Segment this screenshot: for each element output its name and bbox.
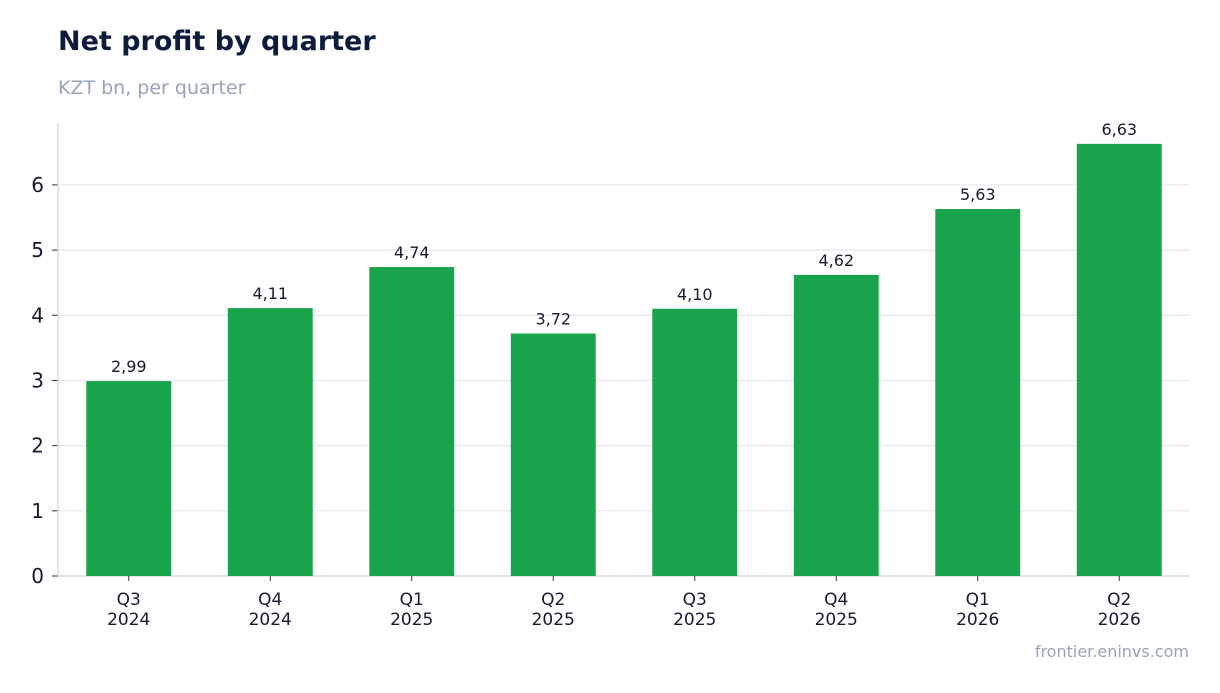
- x-tick-label-quarter: Q4: [258, 590, 282, 610]
- bar-value-label: 3,72: [535, 310, 571, 329]
- x-tick-label-quarter: Q2: [541, 590, 565, 610]
- bar: [86, 381, 172, 576]
- x-tick-label-year: 2026: [956, 610, 999, 630]
- x-tick-label-year: 2025: [390, 610, 433, 630]
- bars: [86, 143, 1162, 577]
- bar-value-label: 4,62: [818, 251, 854, 270]
- bar-value-label: 5,63: [960, 185, 996, 204]
- x-tick-label-quarter: Q4: [824, 590, 848, 610]
- y-tick-label: 4: [31, 303, 44, 327]
- y-tick-label: 1: [31, 499, 44, 523]
- bar-value-label: 6,63: [1101, 120, 1137, 139]
- bar-value-label: 4,11: [252, 284, 288, 303]
- x-tick-label-year: 2026: [1098, 610, 1141, 630]
- y-tick-label: 2: [31, 434, 44, 458]
- x-tick-label-quarter: Q3: [117, 590, 141, 610]
- y-tick-label: 0: [31, 564, 44, 588]
- bar: [369, 267, 455, 576]
- y-tick-label: 3: [31, 368, 44, 392]
- bar-value-label: 4,74: [394, 243, 430, 262]
- x-tick-label-quarter: Q2: [1107, 590, 1131, 610]
- x-tick-label-year: 2025: [532, 610, 575, 630]
- source-credit: frontier.eninvs.com: [1034, 642, 1189, 661]
- bar-value-label: 2,99: [111, 357, 147, 376]
- bar: [935, 209, 1021, 576]
- bar: [652, 308, 738, 576]
- bar-value-label: 4,10: [677, 285, 713, 304]
- chart-title: Net profit by quarter: [58, 26, 376, 57]
- x-tick-label-year: 2024: [249, 610, 292, 630]
- y-tick-label: 6: [31, 173, 44, 197]
- bar: [793, 274, 879, 576]
- bar: [227, 308, 313, 576]
- chart-subtitle: KZT bn, per quarter: [58, 77, 246, 99]
- x-tick-label-quarter: Q1: [966, 590, 990, 610]
- x-tick-label-year: 2024: [107, 610, 150, 630]
- x-tick-label-year: 2025: [673, 610, 716, 630]
- y-tick-label: 5: [31, 238, 44, 262]
- x-tick-label-quarter: Q1: [400, 590, 424, 610]
- x-tick-label-year: 2025: [815, 610, 858, 630]
- x-tick-label-quarter: Q3: [683, 590, 707, 610]
- value-labels: 2,99 4,11 4,74 3,72 4,10 4,62 5,63 6,63: [111, 120, 1137, 376]
- bar: [1076, 143, 1162, 577]
- bar: [510, 333, 596, 576]
